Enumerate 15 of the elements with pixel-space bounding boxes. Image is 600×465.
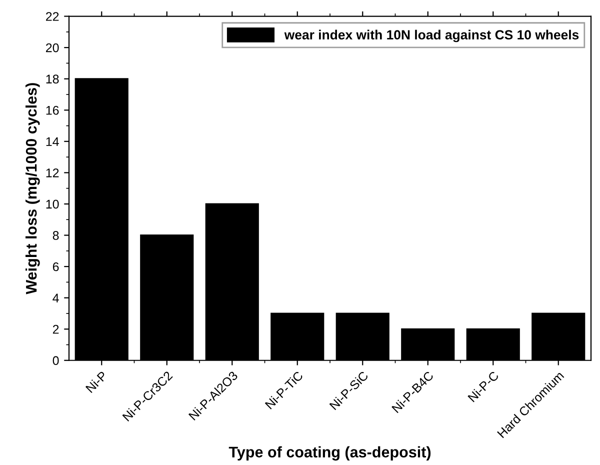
y-tick-label: 8 [52,231,59,240]
legend-label: wear index with 10N load against CS 10 wheels [284,30,579,42]
y-tick-label: 14 [46,137,59,146]
y-tick-label: 20 [46,43,59,52]
y-tick-label: 10 [46,200,59,209]
y-tick-label: 0 [52,356,59,366]
y-axis-title: Weight loss (mg/1000 cycles) [26,83,40,294]
y-tick-label: 12 [46,168,59,178]
y-tick-label: 2 [52,324,59,334]
y-tick-label: 16 [46,106,59,115]
y-tick-label: 18 [46,74,59,84]
y-tick-label: 4 [52,294,59,302]
y-tick-label: 22 [46,12,59,21]
y-tick-label: 6 [52,262,59,272]
x-axis-title: Type of coating (as-deposit) [228,446,431,461]
